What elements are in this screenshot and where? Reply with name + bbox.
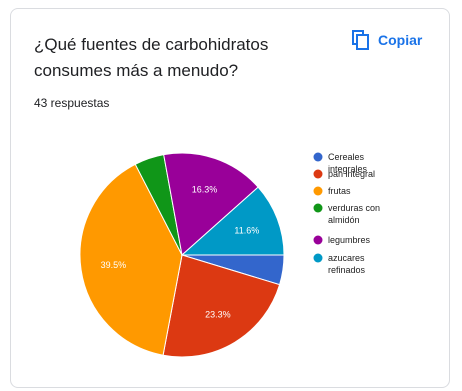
copy-icon	[352, 30, 369, 50]
copy-label: Copiar	[378, 32, 423, 48]
legend-label: legumbres	[328, 235, 371, 245]
legend-swatch	[313, 253, 323, 263]
slice-label: 23.3%	[205, 309, 231, 319]
legend-swatch	[313, 152, 323, 162]
legend-swatch	[313, 186, 323, 196]
legend-swatch	[313, 235, 323, 245]
legend-swatch	[313, 203, 323, 213]
legend-label: azucares refinados	[328, 253, 366, 275]
legend-label: frutas	[328, 186, 351, 196]
pie-slice	[163, 152, 259, 256]
pie-slice	[180, 186, 285, 256]
pie-slice	[79, 163, 183, 356]
legend-label: verduras con almidón	[328, 203, 380, 225]
slice-label: 39.5%	[101, 260, 127, 270]
legend-label: pan integral	[328, 169, 375, 179]
pie-slice	[162, 254, 281, 358]
question-title: ¿Qué fuentes de carbohidratos consumes m…	[34, 35, 269, 80]
response-count: 43 respuestas	[34, 96, 110, 110]
legend-label: Cereales integrales	[328, 152, 368, 174]
copy-button[interactable]: Copiar	[352, 30, 422, 50]
slice-label: 11.6%	[234, 225, 259, 235]
legend-swatch	[313, 169, 323, 179]
slice-label: 16.3%	[192, 184, 218, 194]
